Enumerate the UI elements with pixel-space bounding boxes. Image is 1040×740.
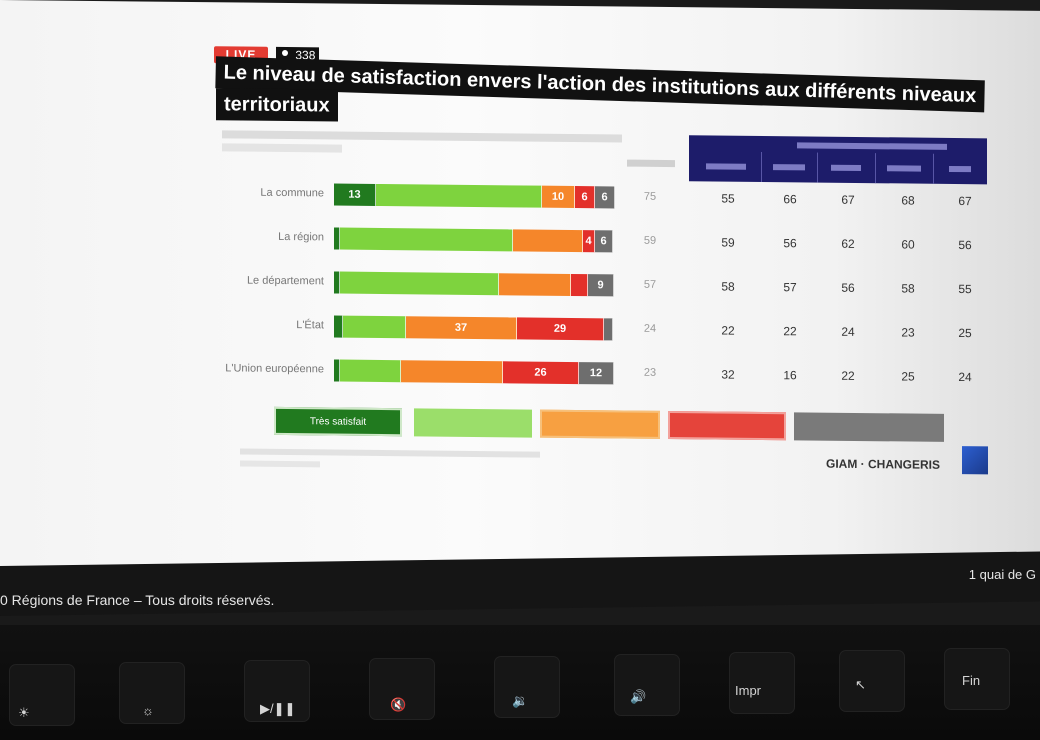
breakdown-value: 66 xyxy=(783,192,797,207)
breakdown-value: 56 xyxy=(958,238,972,253)
satisfied-total: 59 xyxy=(643,234,657,247)
row-label: Le département xyxy=(246,274,324,288)
breakdown-value: 56 xyxy=(841,280,855,295)
bar-segment: 10 xyxy=(542,185,575,209)
bar-segment xyxy=(376,183,542,208)
row-label: L'Union européenne xyxy=(225,362,324,376)
key-home-arrow-icon: ↖ xyxy=(855,677,866,692)
key-end: Fin xyxy=(962,673,981,688)
breakdown-value: 58 xyxy=(721,279,735,294)
key-mute-icon: 🔇 xyxy=(390,697,407,712)
legend-fairly-satisfied xyxy=(414,408,532,438)
satisfied-total: 24 xyxy=(643,322,657,335)
breakdown-col-5 xyxy=(935,156,985,183)
breakdown-value: 60 xyxy=(901,237,915,252)
breakdown-value: 22 xyxy=(841,368,855,383)
pollster-logo-text: GIAM · CHANGERIS xyxy=(826,456,940,472)
breakdown-value: 25 xyxy=(958,326,972,341)
row-label: La région xyxy=(278,230,324,244)
breakdown-value: 68 xyxy=(901,193,915,208)
breakdown-col-3 xyxy=(819,155,873,182)
key-brightness-icon: ☀ xyxy=(18,705,30,720)
stacked-bar: 13 10 6 6 xyxy=(334,183,615,209)
bar-segment xyxy=(340,271,499,296)
monitor-screen: LIVE 338 Le niveau de satisfaction enver… xyxy=(0,0,1040,586)
legend-fairly-dissatisfied xyxy=(540,409,660,439)
stacked-bar: 9 xyxy=(334,271,614,297)
breakdown-value: 22 xyxy=(721,323,735,338)
breakdown-value: 67 xyxy=(958,194,972,209)
bar-segment: 9 xyxy=(588,274,614,297)
stacked-bar: 26 12 xyxy=(334,359,614,385)
satisfied-total: 57 xyxy=(643,278,657,291)
footer-copyright: 0 Régions de France – Tous droits réserv… xyxy=(0,592,275,608)
legend-very-satisfied: Très satisfait xyxy=(274,406,402,437)
satisfied-column-header xyxy=(616,156,686,170)
breakdown-value: 58 xyxy=(901,281,915,296)
key-print-screen: Impr xyxy=(735,683,761,698)
bar-segment: 12 xyxy=(579,362,614,385)
breakdown-col-1 xyxy=(693,153,759,180)
breakdown-col-4 xyxy=(877,155,931,182)
bar-segment xyxy=(401,360,503,384)
footer-address: 1 quai de G xyxy=(968,567,1036,582)
breakdown-value: 16 xyxy=(783,368,797,383)
key-volume-down-icon: 🔉 xyxy=(512,693,529,708)
breakdown-value: 24 xyxy=(841,324,855,339)
bar-segment xyxy=(334,315,343,338)
breakdown-value: 57 xyxy=(783,280,797,295)
satisfied-total: 23 xyxy=(643,366,657,379)
breakdown-value: 23 xyxy=(901,325,915,340)
bar-segment: 6 xyxy=(595,186,615,209)
pollster-logo-mark xyxy=(962,446,988,475)
bar-segment xyxy=(340,359,401,383)
breakdown-value: 55 xyxy=(721,191,735,206)
legend-very-dissatisfied xyxy=(668,410,786,441)
legend-very-satisfied-label: Très satisfait xyxy=(309,415,367,428)
slide-title-line2: territoriaux xyxy=(216,88,338,122)
stacked-bar: 37 29 xyxy=(334,315,613,341)
key-brightness-up-icon: ☼ xyxy=(142,703,154,718)
breakdown-value: 22 xyxy=(783,324,797,339)
breakdown-value: 62 xyxy=(841,236,855,251)
breakdown-value: 55 xyxy=(958,282,972,297)
row-label: La commune xyxy=(260,186,324,200)
bar-segment xyxy=(604,318,613,341)
breakdown-value: 56 xyxy=(783,236,797,251)
source-note xyxy=(240,448,540,470)
breakdown-col-2 xyxy=(763,154,815,181)
bar-segment: 29 xyxy=(517,317,604,341)
satisfied-total: 75 xyxy=(643,190,657,203)
key-volume-up-icon: 🔊 xyxy=(630,689,647,704)
stacked-bar-chart: La commune 13 10 6 6 75 55 66 67 68 67 La région 4 6 5… xyxy=(0,0,1040,385)
bar-segment: 13 xyxy=(334,183,376,206)
bar-segment: 6 xyxy=(575,186,595,209)
keyboard: ☀ ☼ ▶/❚❚ 🔇 🔉 🔊 Impr ↖ Fin xyxy=(0,625,1040,740)
breakdown-value: 59 xyxy=(721,235,735,250)
bar-segment xyxy=(513,229,583,253)
breakdown-group-label xyxy=(759,139,985,153)
legend-no-opinion xyxy=(794,412,944,442)
bar-segment xyxy=(499,273,571,296)
key-play-pause-icon: ▶/❚❚ xyxy=(260,701,296,716)
bar-segment: 26 xyxy=(503,361,579,385)
bar-segment xyxy=(571,273,588,297)
bar-segment: 6 xyxy=(595,230,613,253)
bar-segment: 37 xyxy=(406,316,517,340)
breakdown-value: 25 xyxy=(901,369,915,384)
breakdown-value: 32 xyxy=(721,367,735,382)
row-label: L'État xyxy=(296,319,324,332)
breakdown-value: 24 xyxy=(958,370,972,385)
breakdown-header xyxy=(689,135,987,185)
bar-segment xyxy=(343,315,406,339)
slide-subtitle xyxy=(222,130,642,155)
breakdown-value: 67 xyxy=(841,192,855,207)
bar-segment xyxy=(340,227,513,252)
bar-segment: 4 xyxy=(583,230,595,253)
